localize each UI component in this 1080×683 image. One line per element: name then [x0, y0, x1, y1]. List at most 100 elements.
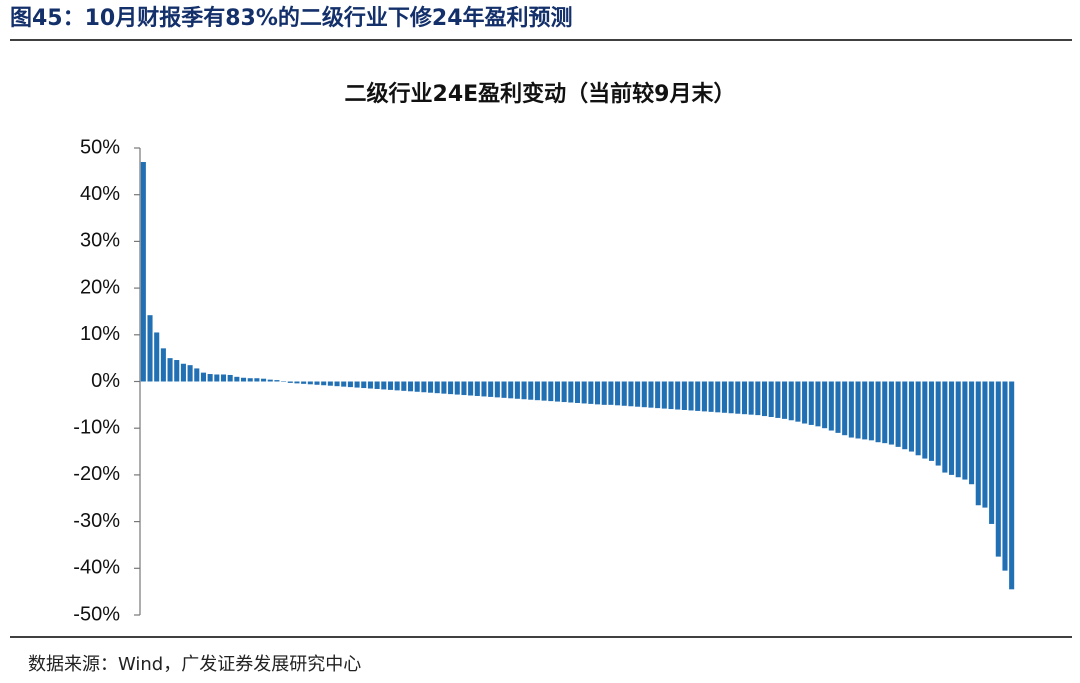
bar	[448, 381, 454, 395]
bar	[822, 381, 828, 429]
bar	[501, 381, 507, 398]
bar	[715, 381, 721, 413]
bar	[848, 381, 854, 438]
bar	[681, 381, 687, 410]
bar	[468, 381, 474, 396]
bar	[394, 381, 400, 391]
bar	[782, 381, 788, 419]
bar	[421, 381, 427, 393]
bar	[140, 162, 146, 382]
bar	[354, 381, 360, 388]
bar	[688, 381, 694, 411]
bar	[474, 381, 480, 396]
bar	[969, 381, 975, 485]
bar	[588, 381, 594, 404]
bar	[675, 381, 681, 410]
bar	[194, 368, 200, 382]
bar	[154, 332, 160, 382]
bar	[982, 381, 988, 508]
bar	[414, 381, 420, 392]
bar	[240, 377, 247, 382]
y-tick-label: -50%	[73, 603, 120, 625]
bar	[908, 381, 915, 452]
figure-title: 图45：10月财报季有83%的二级行业下修24年盈利预测	[10, 5, 573, 31]
bar	[247, 378, 253, 382]
bar	[514, 381, 520, 399]
y-tick-label: -20%	[73, 463, 120, 485]
bar	[234, 376, 240, 382]
bar	[494, 381, 500, 398]
bar	[167, 358, 173, 382]
bar	[341, 381, 347, 387]
bar	[708, 381, 714, 412]
bar	[454, 381, 460, 395]
bar	[254, 378, 260, 382]
bar	[928, 381, 935, 461]
bar	[628, 381, 634, 407]
bar	[227, 374, 233, 382]
bar	[615, 381, 621, 406]
bar	[695, 381, 701, 411]
bar	[862, 381, 868, 440]
bar	[942, 381, 948, 473]
bar	[541, 381, 547, 401]
bar	[915, 381, 921, 456]
bar	[314, 381, 320, 385]
bar	[748, 381, 754, 415]
bar	[795, 381, 801, 422]
bar	[581, 381, 587, 404]
bar	[868, 381, 874, 441]
bar	[775, 381, 781, 418]
bar	[955, 381, 961, 478]
y-tick-label: -10%	[73, 416, 120, 438]
bar	[381, 381, 387, 390]
bar	[434, 381, 440, 394]
bar	[655, 381, 661, 409]
bar	[875, 381, 881, 443]
bar	[160, 348, 166, 382]
bar	[574, 381, 581, 403]
y-tick-label: -30%	[73, 510, 120, 532]
bar	[768, 381, 774, 417]
bar	[401, 381, 407, 391]
bar	[387, 381, 394, 390]
chart-title: 二级行业24E盈利变动（当前较9月末）	[345, 81, 736, 107]
bar	[595, 381, 601, 405]
bar	[922, 381, 928, 459]
bar	[661, 381, 667, 409]
bar	[621, 381, 627, 406]
bar	[481, 381, 487, 397]
bar	[975, 381, 981, 506]
bar	[995, 381, 1001, 557]
bar	[528, 381, 534, 400]
bar	[808, 381, 814, 425]
bar	[327, 381, 333, 386]
bar	[1002, 381, 1008, 571]
bar	[508, 381, 514, 399]
bar	[207, 374, 213, 382]
bar	[568, 381, 574, 403]
bar	[200, 372, 206, 382]
bar	[902, 381, 908, 450]
bar	[534, 381, 540, 401]
bar	[761, 381, 768, 417]
y-tick-label: 10%	[80, 323, 120, 345]
bar	[788, 381, 794, 421]
bar	[835, 381, 841, 433]
bar	[187, 365, 193, 382]
bar	[935, 381, 941, 466]
bar	[301, 381, 307, 384]
bar	[361, 381, 367, 389]
bar	[648, 381, 654, 408]
bar	[641, 381, 647, 408]
y-tick-label: 40%	[80, 183, 120, 205]
bar	[407, 381, 414, 392]
bar	[828, 381, 834, 431]
bar	[220, 374, 227, 382]
bar	[1009, 381, 1015, 590]
bar	[521, 381, 527, 400]
bar	[174, 360, 180, 382]
bar	[895, 381, 901, 447]
y-tick-label: 20%	[80, 276, 120, 298]
